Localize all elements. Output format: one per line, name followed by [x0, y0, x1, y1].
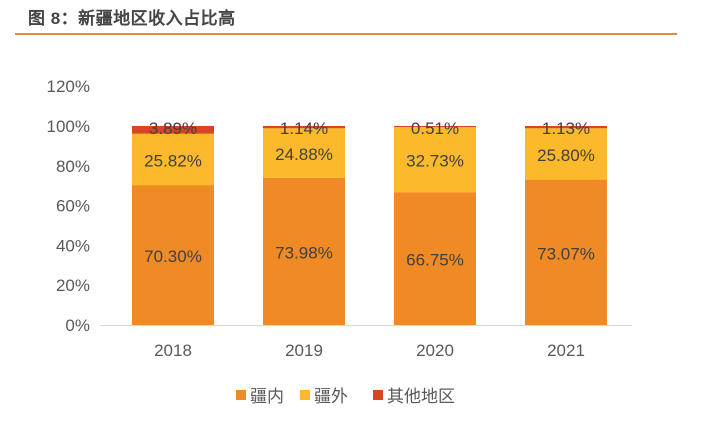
x-tick-label: 2019 — [285, 341, 323, 360]
data-label: 24.88% — [275, 145, 333, 164]
bar-segment-疆内-2018 — [132, 185, 214, 325]
bar-segment-其他地区-2021 — [525, 126, 607, 129]
data-label: 25.80% — [537, 146, 595, 165]
data-label: 1.13% — [542, 119, 590, 138]
y-tick-label: 120% — [47, 77, 90, 96]
data-label: 73.98% — [275, 243, 333, 262]
bar-segment-疆外-2021 — [525, 128, 607, 180]
y-tick-label: 100% — [47, 117, 90, 136]
x-tick-label: 2021 — [547, 341, 585, 360]
figure-title: 图 8：新疆地区收入占比高 — [28, 9, 236, 28]
data-label: 0.51% — [411, 119, 459, 138]
y-tick-label: 60% — [56, 197, 90, 216]
legend-swatch-1 — [300, 390, 310, 400]
data-label: 66.75% — [406, 251, 464, 270]
data-label: 1.14% — [280, 119, 328, 138]
legend-label: 疆内 — [250, 387, 284, 406]
data-label: 32.73% — [406, 152, 464, 171]
legend-label: 其他地区 — [387, 387, 455, 406]
y-tick-label: 20% — [56, 276, 90, 295]
data-label: 25.82% — [144, 151, 202, 170]
title-divider — [15, 33, 677, 35]
x-tick-label: 2020 — [416, 341, 454, 360]
y-tick-label: 0% — [65, 316, 90, 335]
bar-segment-其他地区-2018 — [132, 125, 214, 134]
data-label: 3.89% — [149, 119, 197, 138]
y-tick-label: 40% — [56, 236, 90, 255]
x-tick-label: 2018 — [154, 341, 192, 360]
bar-segment-疆内-2019 — [263, 177, 345, 325]
bar-segment-疆外-2020 — [394, 127, 476, 193]
bar-segment-疆内-2021 — [525, 179, 607, 325]
bar-segment-疆外-2018 — [132, 133, 214, 186]
bar-segment-疆外-2019 — [263, 128, 345, 178]
data-label: 70.30% — [144, 247, 202, 266]
legend-swatch-2 — [373, 390, 383, 400]
bar-segment-疆内-2020 — [394, 192, 476, 325]
legend-swatch-0 — [236, 390, 246, 400]
legend-label: 疆外 — [314, 387, 348, 406]
y-tick-label: 80% — [56, 157, 90, 176]
bar-segment-其他地区-2020 — [394, 126, 476, 128]
bar-segment-其他地区-2019 — [263, 126, 345, 129]
data-label: 73.07% — [537, 244, 595, 263]
